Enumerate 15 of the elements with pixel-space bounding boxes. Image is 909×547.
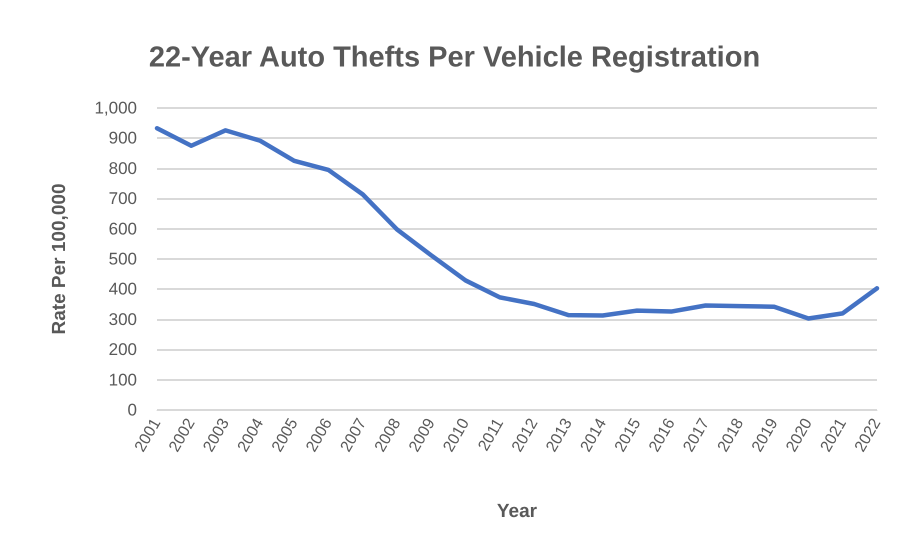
y-tick-label: 900 [108,128,137,148]
y-axis-title: Rate Per 100,000 [49,183,70,335]
y-tick-label: 800 [108,158,137,178]
y-tick-label: 400 [108,280,137,299]
y-tick-label: 0 [128,400,137,420]
y-tick-label: 200 [108,340,137,360]
y-tick-label: 500 [108,250,137,268]
chart-title: 22-Year Auto Thefts Per Vehicle Registration [148,42,760,74]
y-tick-label: 1,000 [94,98,137,118]
x-axis-title: Year [496,501,538,522]
line-series [154,126,880,321]
y-tick-label: 700 [108,189,137,208]
y-tick-label: 600 [108,219,137,238]
y-tick-label: 100 [108,370,137,390]
y-tick-label: 300 [108,310,137,329]
